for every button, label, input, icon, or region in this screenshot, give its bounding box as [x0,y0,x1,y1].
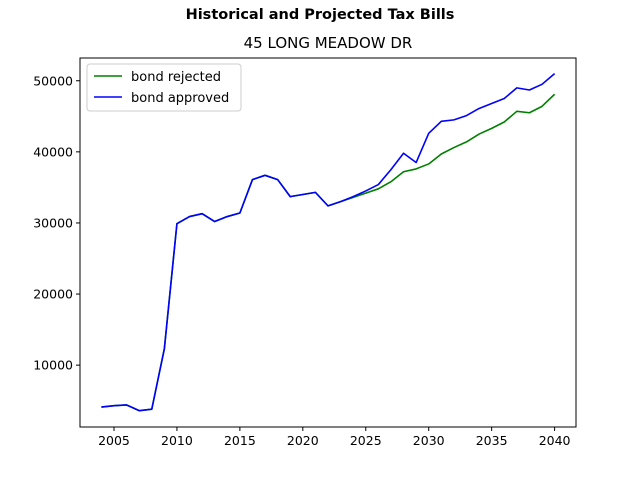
y-tick-label: 10000 [33,358,73,373]
y-tick-label: 30000 [33,215,73,230]
series-layer [101,73,556,412]
x-tick-label: 2005 [98,433,130,448]
x-tick-label: 2010 [161,433,193,448]
x-tick-label: 2025 [350,433,382,448]
figure-suptitle: Historical and Projected Tax Bills [185,7,455,23]
legend-frame [86,63,242,112]
x-tick-label: 2035 [476,433,508,448]
y-tick-label: 40000 [33,144,73,159]
y-axis: 10000 20000 30000 40000 50000 [33,73,80,373]
series-line-bond-approved [101,73,556,412]
x-tick-label: 2040 [539,433,571,448]
plot-area-frame [79,57,577,428]
y-tick-label: 20000 [33,287,73,302]
series-line-bond-rejected [101,93,556,412]
x-axis: 2005 2010 2015 2020 2025 2030 2035 2040 [98,427,571,448]
chart-title: 45 LONG MEADOW DR [243,34,413,52]
x-tick-label: 2030 [413,433,445,448]
x-tick-label: 2020 [287,433,319,448]
x-tick-label: 2015 [224,433,256,448]
legend-label-bond-approved: bond approved [131,91,229,106]
legend-label-bond-rejected: bond rejected [131,70,221,85]
y-tick-label: 50000 [33,73,73,88]
legend: bond rejected bond approved [86,63,242,112]
